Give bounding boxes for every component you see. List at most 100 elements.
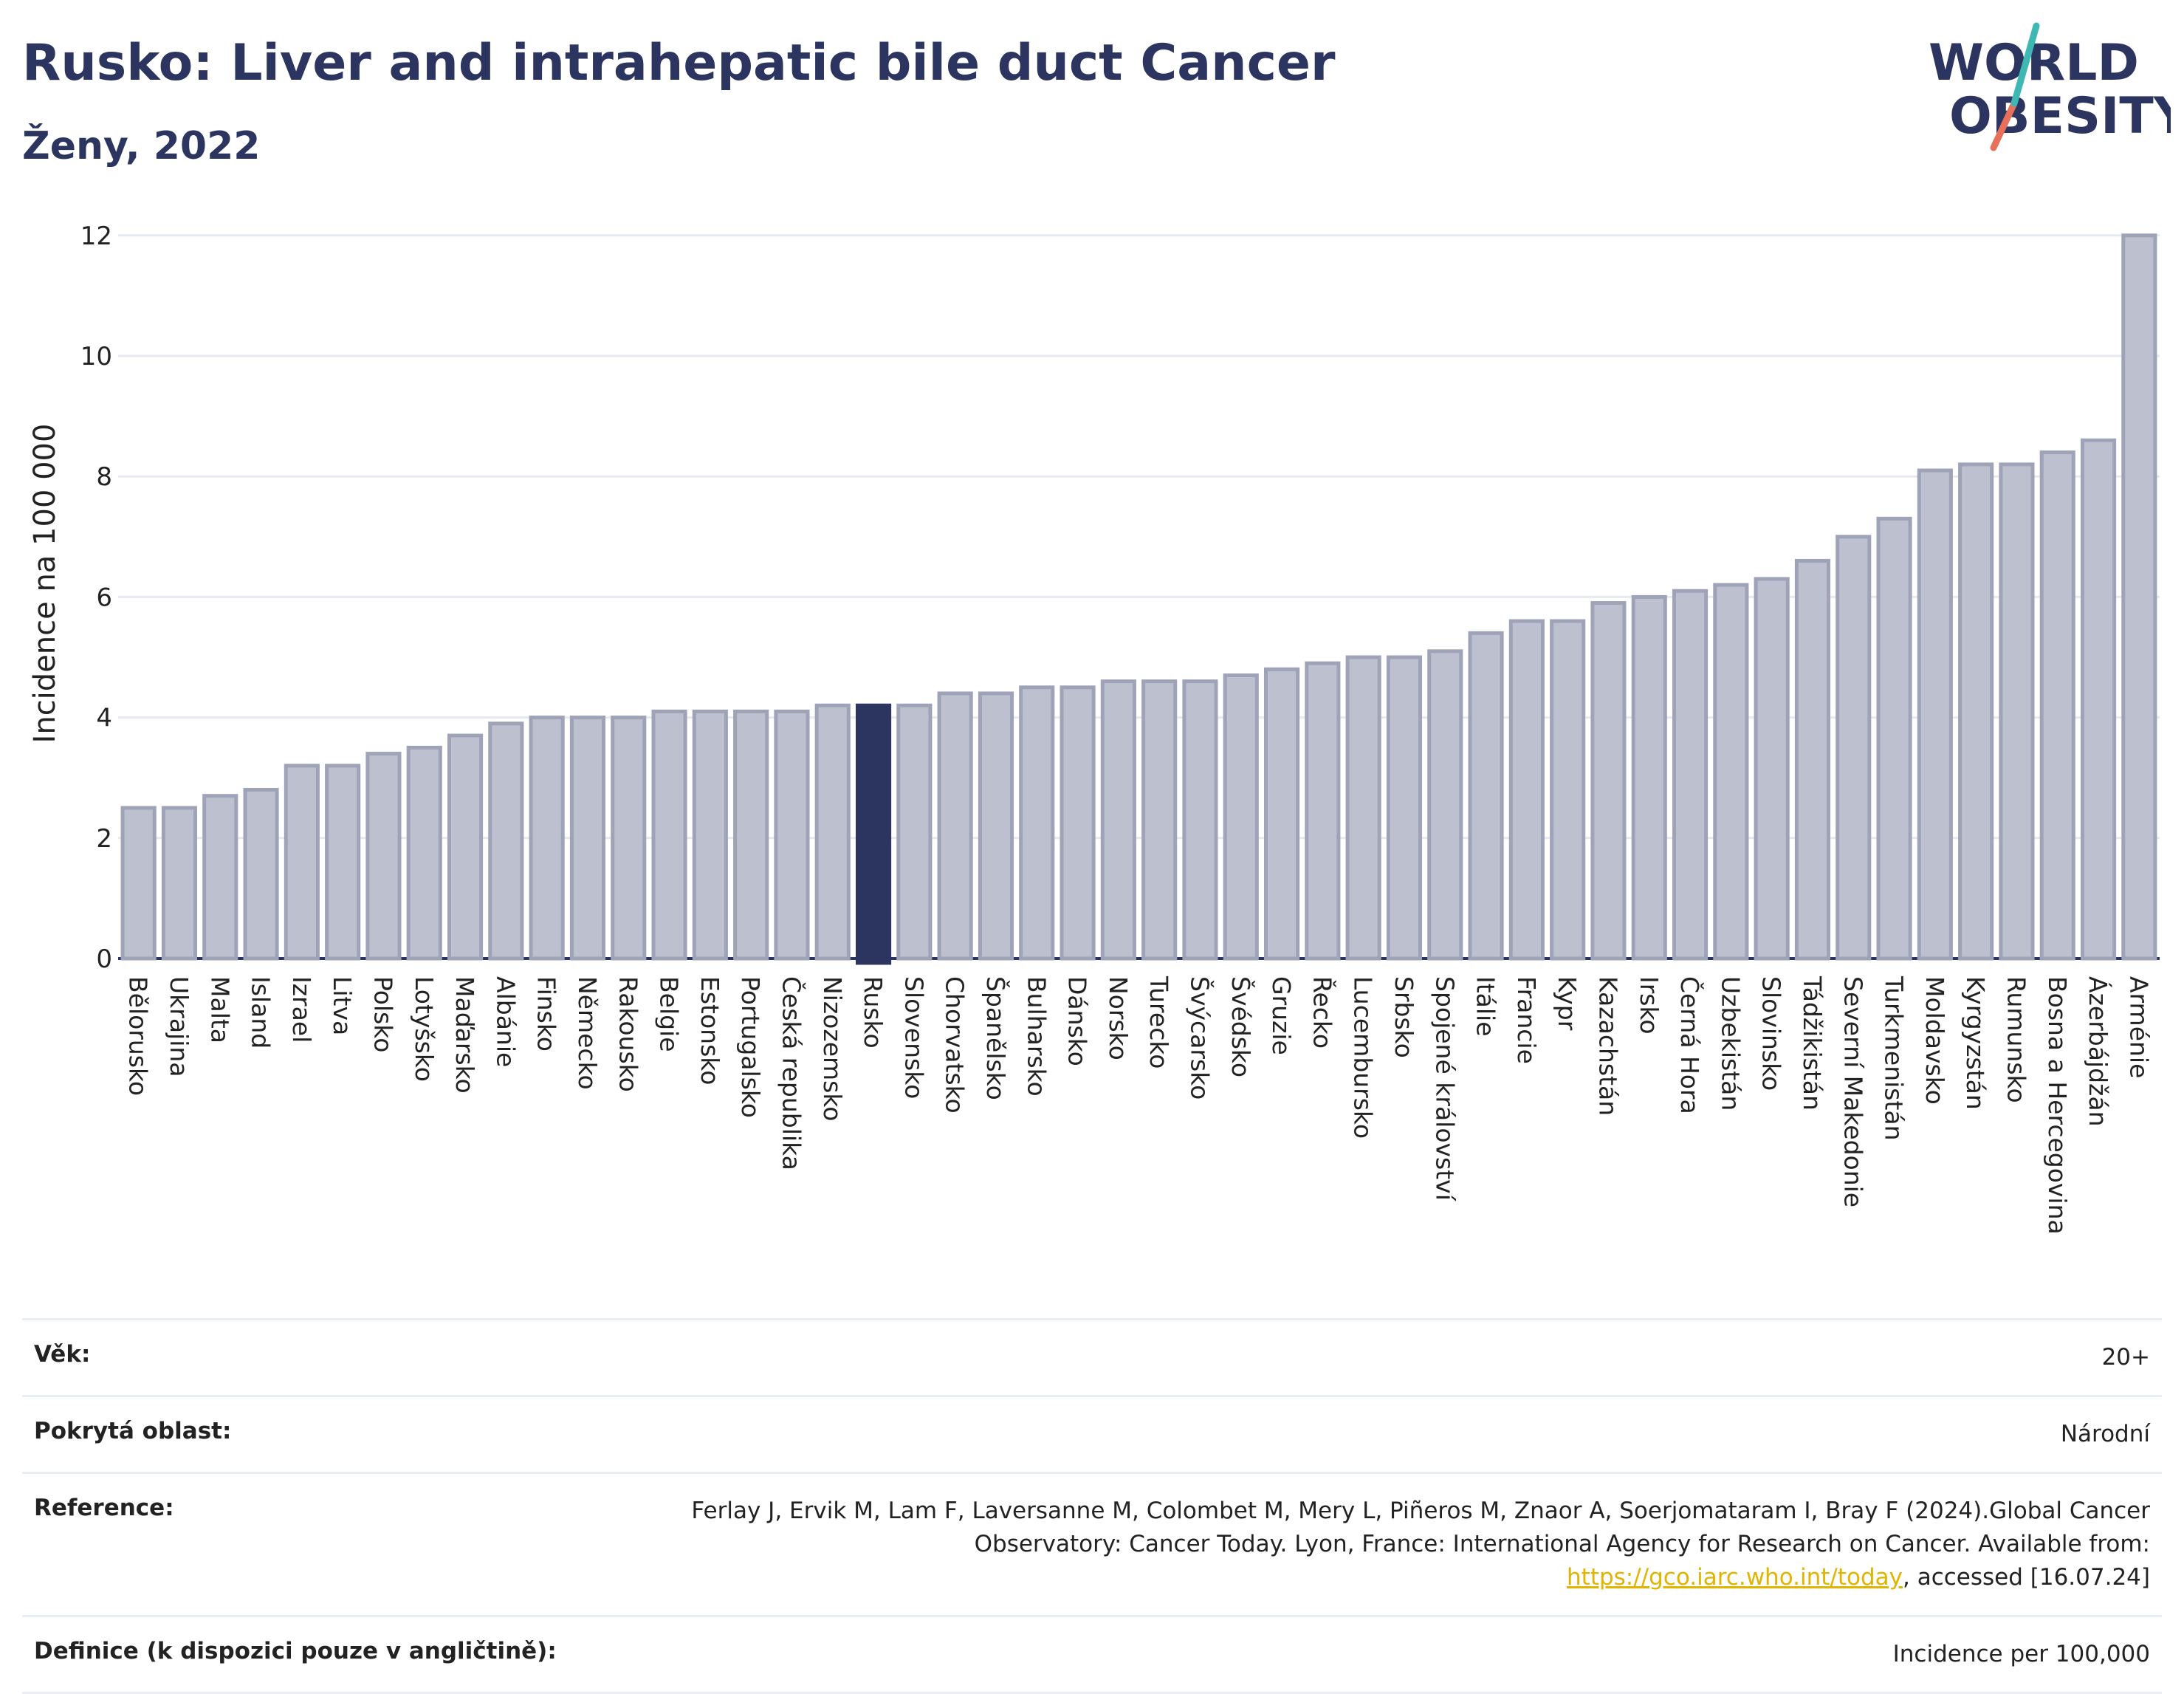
bar-Irsko[interactable] [1631, 594, 1667, 961]
bar-Slovensko[interactable] [896, 703, 933, 961]
chart-subtitle: Ženy, 2022 [22, 124, 261, 168]
bar-Rakousko[interactable] [611, 716, 647, 961]
info-value-age: 20+ [2101, 1344, 2150, 1371]
bar-Malta[interactable] [202, 794, 238, 961]
x-tick-label: Rumunsko [2002, 976, 2030, 1103]
x-tick-label: Lotyšsko [410, 976, 439, 1082]
bar-Srbsko[interactable] [1386, 655, 1423, 961]
y-axis-label: Incidence na 100 000 [28, 424, 62, 744]
reference-link[interactable]: https://gco.iarc.who.int/today [1567, 1563, 1903, 1591]
x-tick-label: Nizozemsko [818, 976, 847, 1121]
bar-Bulharsko[interactable] [1019, 685, 1055, 961]
info-value-reference: Ferlay J, Ervik M, Lam F, Laversanne M, … [636, 1495, 2150, 1594]
x-tick-label: Arménie [2124, 976, 2153, 1078]
x-tick-label: Rakousko [614, 976, 642, 1092]
x-tick-label: Chorvatsko [941, 976, 969, 1114]
info-value-definition: Incidence per 100,000 [1892, 1640, 2150, 1667]
bar-Černá Hora[interactable] [1672, 589, 1709, 961]
bar-Moldavsko[interactable] [1917, 468, 1953, 961]
reference-text: Ferlay J, Ervik M, Lam F, Laversanne M, … [691, 1497, 2150, 1557]
info-row-reference: Reference: Ferlay J, Ervik M, Lam F, Lav… [22, 1471, 2162, 1615]
bar-Albánie[interactable] [488, 721, 524, 961]
bar-Portugalsko[interactable] [733, 709, 769, 961]
y-tick-label: 2 [96, 824, 112, 854]
bar-Itálie[interactable] [1468, 631, 1504, 961]
info-key-reference: Reference: [34, 1494, 174, 1521]
x-tick-label: Slovensko [899, 976, 928, 1099]
bar-Německo[interactable] [569, 716, 606, 961]
bar-Gruzie[interactable] [1263, 667, 1300, 961]
bar-Norsko[interactable] [1100, 679, 1136, 961]
bar-Slovinsko[interactable] [1754, 577, 1790, 961]
y-axis-ticks: 0 2 4 6 8 10 12 [80, 222, 112, 974]
logo-slash-teal [2010, 22, 2040, 107]
x-tick-label: Švédsko [1226, 976, 1256, 1077]
x-tick-label: Portugalsko [736, 976, 765, 1118]
bar-Belgie[interactable] [651, 709, 687, 961]
x-tick-label: Irsko [1635, 976, 1663, 1035]
bar-Česká republika[interactable] [774, 709, 810, 961]
bar-Španělsko[interactable] [978, 691, 1014, 961]
bar-Izrael[interactable] [284, 764, 320, 961]
bar-Estonsko[interactable] [692, 709, 728, 961]
bar-Chorvatsko[interactable] [937, 691, 973, 961]
bar-Nizozemsko[interactable] [814, 703, 851, 961]
bar-Litva[interactable] [325, 764, 361, 961]
bar-Lucembursko[interactable] [1345, 655, 1381, 961]
bar-Uzbekistán[interactable] [1713, 583, 1749, 961]
bar-Arménie[interactable] [2121, 233, 2157, 961]
y-tick-label: 12 [80, 222, 112, 251]
x-tick-label: Kazachstán [1593, 976, 1622, 1116]
x-tick-label: Bosna a Hercegovina [2043, 976, 2072, 1235]
bar-Dánsko[interactable] [1060, 685, 1096, 961]
y-tick-label: 4 [96, 704, 112, 733]
info-row-age: Věk: 20+ [22, 1318, 2162, 1395]
bar-Kazachstán[interactable] [1590, 601, 1627, 961]
x-tick-label: Norsko [1104, 976, 1133, 1060]
x-tick-label: Česká republika [777, 976, 806, 1170]
info-key-age: Věk: [34, 1341, 91, 1368]
bar-Rumunsko[interactable] [1999, 462, 2035, 961]
x-tick-label: Turkmenistán [1880, 975, 1909, 1141]
chart-title: Rusko: Liver and intrahepatic bile duct … [22, 34, 1336, 92]
x-tick-label: Finsko [532, 976, 561, 1052]
bar-Ukrajina[interactable] [161, 806, 198, 961]
bar-Bělorusko[interactable] [120, 806, 157, 961]
bar-Turecko[interactable] [1141, 679, 1178, 961]
info-key-coverage: Pokrytá oblast: [34, 1417, 232, 1444]
x-tick-label: Litva [328, 976, 357, 1035]
bar-Turkmenistán[interactable] [1876, 516, 1912, 961]
x-tick-label: Uzbekistán [1716, 976, 1745, 1111]
x-tick-label: Ázerbájdžán [2084, 976, 2113, 1127]
x-tick-label: Řecko [1308, 976, 1337, 1049]
bar-Švédsko[interactable] [1223, 673, 1259, 961]
x-tick-label: Lucembursko [1349, 976, 1378, 1139]
bar-Kyrgyzstán[interactable] [1958, 462, 1994, 961]
bar-Tádžikistán[interactable] [1794, 558, 1831, 961]
logo-slash-red [1990, 100, 2018, 151]
bar-Francie[interactable] [1508, 619, 1545, 961]
bar-Lotyšsko[interactable] [406, 745, 442, 961]
bar-Řecko[interactable] [1305, 661, 1341, 961]
bar-Spojené království[interactable] [1427, 649, 1463, 961]
x-tick-label: Ukrajina [165, 976, 193, 1077]
bar-Švýcarsko[interactable] [1182, 679, 1218, 961]
bar-Rusko[interactable] [855, 703, 892, 965]
y-tick-label: 0 [96, 944, 112, 974]
y-tick-label: 6 [96, 583, 112, 612]
x-tick-label: Itálie [1472, 976, 1500, 1037]
bars [120, 233, 2157, 965]
bar-Island[interactable] [243, 788, 279, 961]
bar-Bosna a Hercegovina[interactable] [2039, 450, 2075, 961]
bar-Maďarsko[interactable] [447, 733, 484, 961]
x-tick-label: Malta [205, 976, 234, 1043]
bar-Finsko[interactable] [529, 716, 565, 961]
x-tick-label: Belgie [655, 976, 684, 1052]
x-axis-labels: Bělorusko Ukrajina Malta Island Izrael Litva P… [124, 975, 2154, 1235]
bar-Polsko[interactable] [365, 752, 402, 961]
bar-Kypr[interactable] [1550, 619, 1586, 961]
bar-Ázerbájdžán[interactable] [2080, 438, 2117, 961]
x-tick-label: Španělsko [981, 976, 1011, 1100]
info-table: Věk: 20+ Pokrytá oblast: Národní Referen… [22, 1318, 2162, 1694]
bar-Severní Makedonie[interactable] [1836, 535, 1872, 961]
